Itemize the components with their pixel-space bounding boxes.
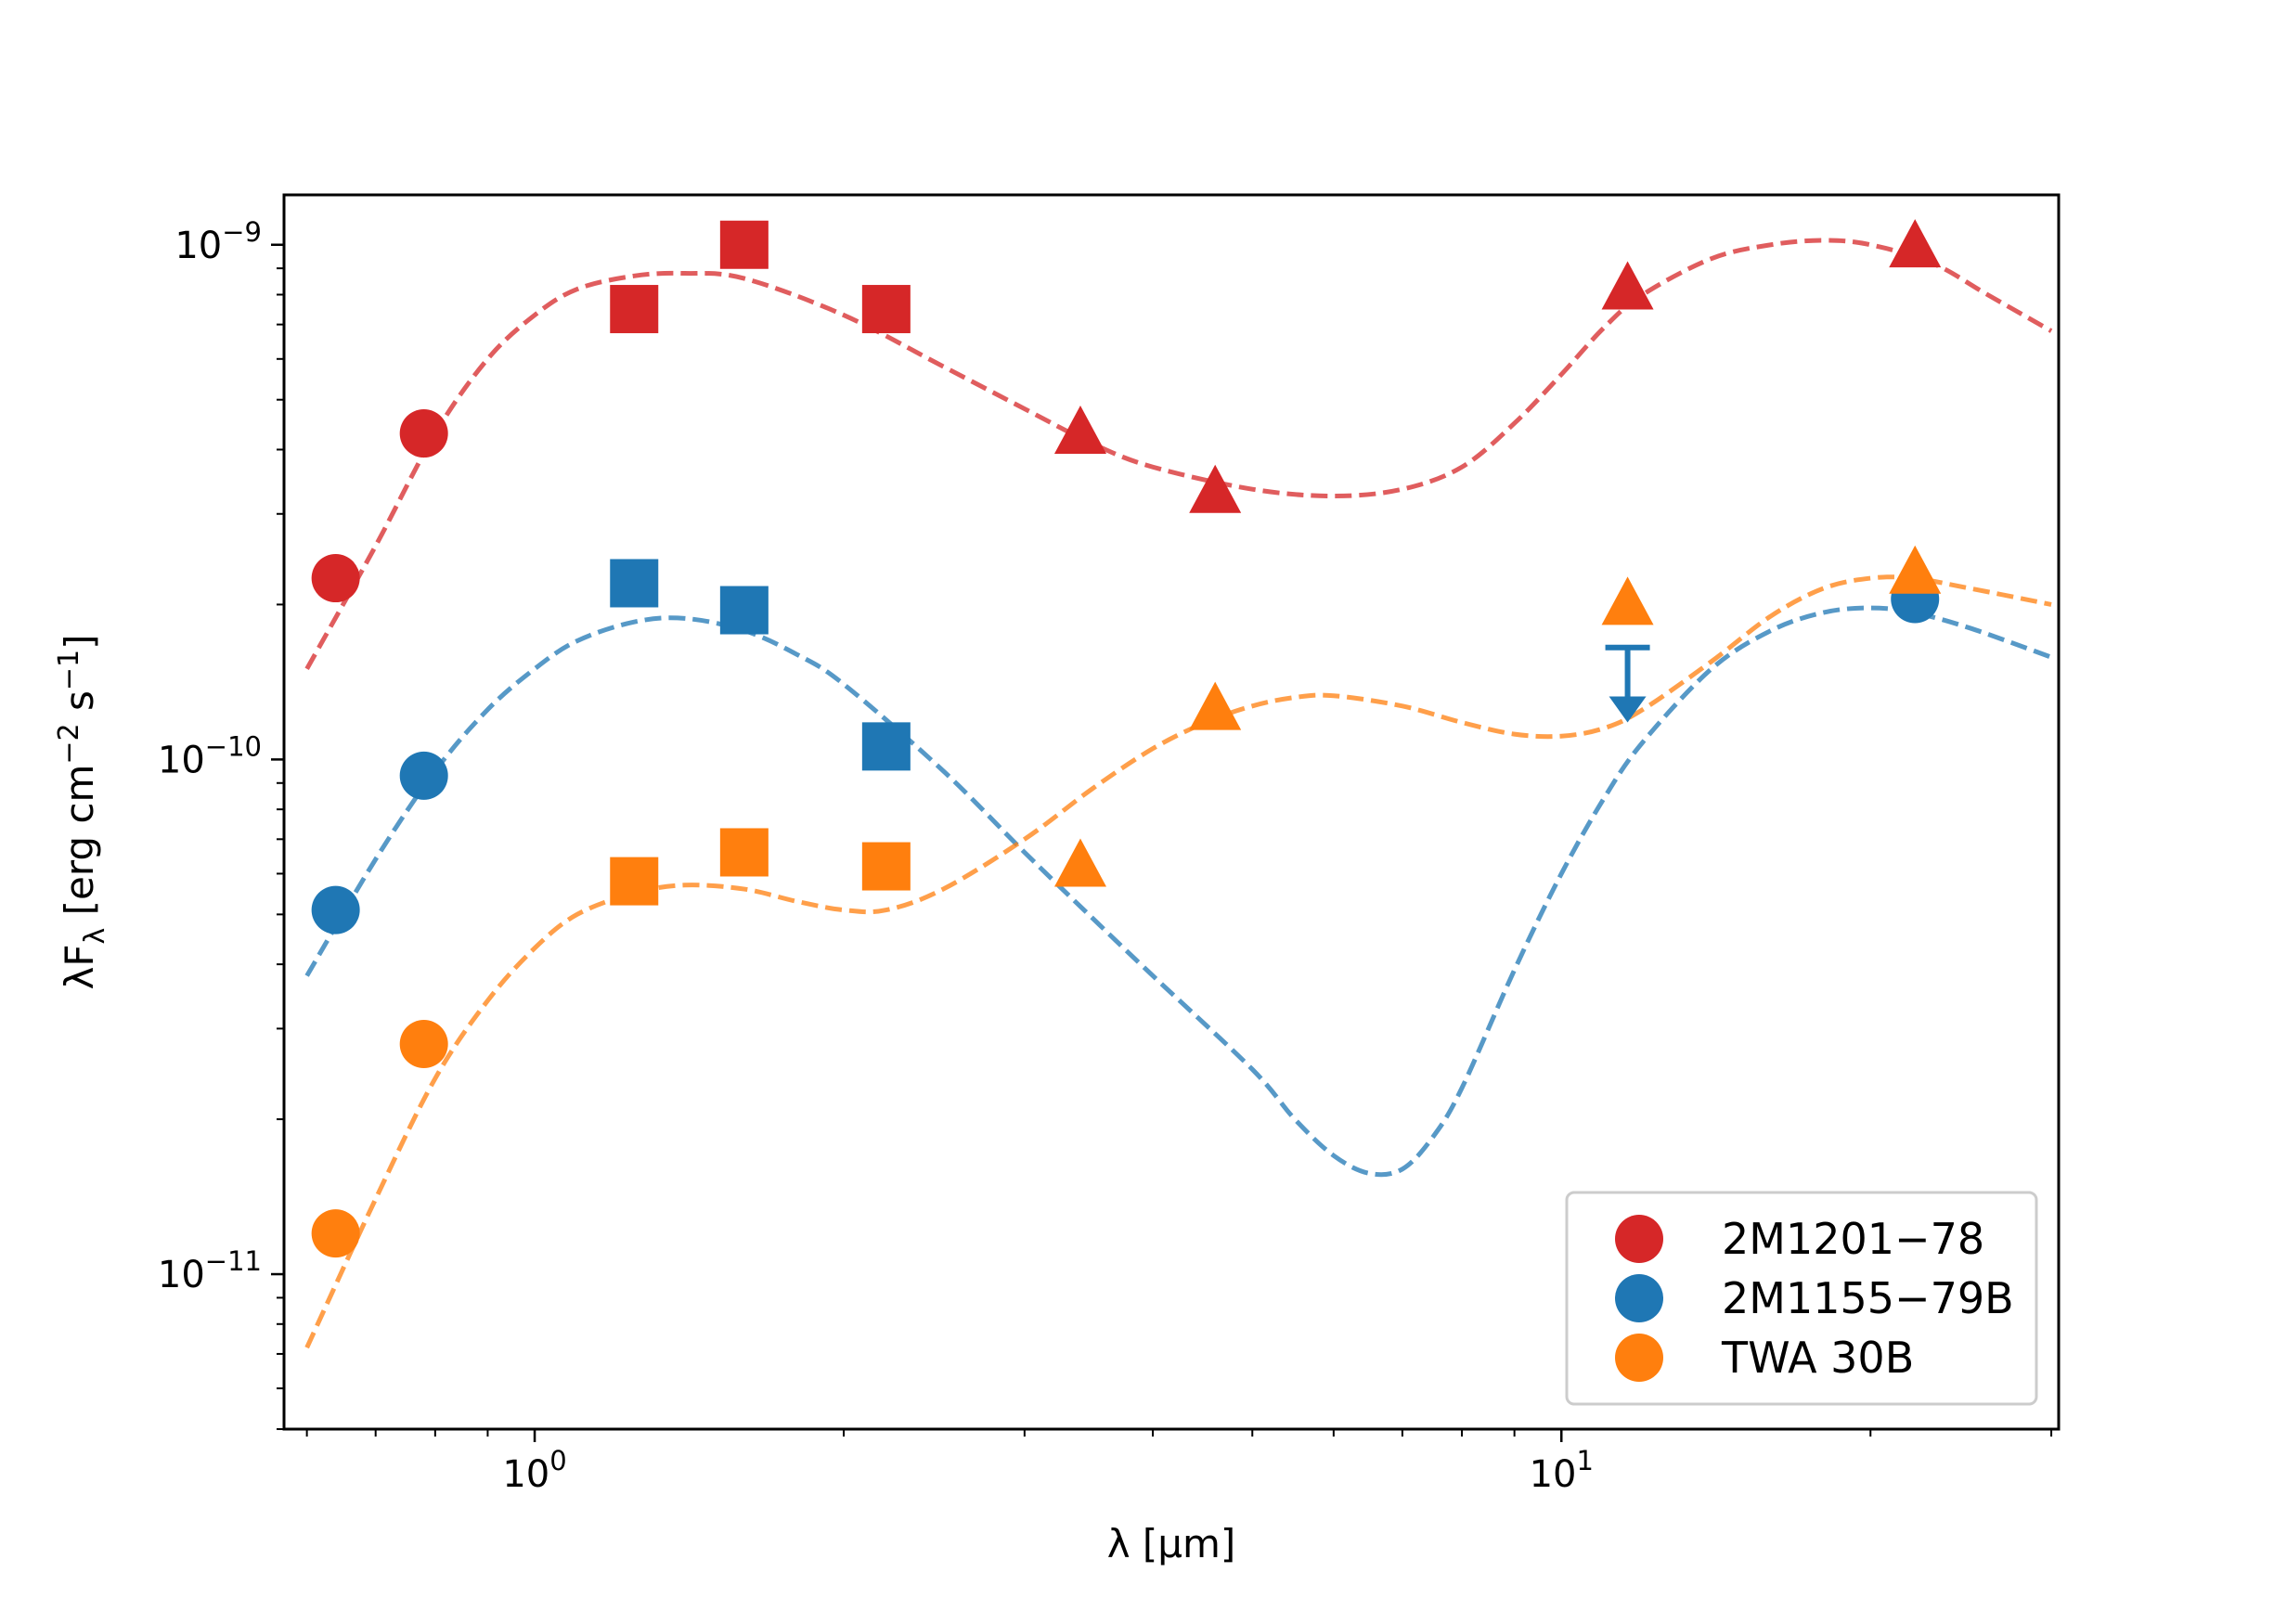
data-point-circle bbox=[311, 554, 360, 603]
data-point-triangle bbox=[1053, 838, 1106, 887]
data-point-triangle bbox=[1189, 464, 1242, 513]
data-point-square bbox=[719, 586, 769, 635]
y-axis-label: λFλ [erg cm−2 s−1] bbox=[53, 635, 111, 990]
y-tick-label: 10−9 bbox=[174, 216, 262, 267]
model-curve bbox=[304, 238, 2053, 670]
y-tick-label: 10−11 bbox=[158, 1245, 262, 1296]
data-markers bbox=[311, 219, 1942, 1258]
data-point-square bbox=[719, 828, 769, 877]
data-point-triangle bbox=[1189, 681, 1242, 730]
legend-box bbox=[1565, 1191, 2038, 1406]
legend-label: 2M1155−79B bbox=[1722, 1273, 2014, 1323]
data-point-circle bbox=[311, 1209, 360, 1258]
data-point-square bbox=[610, 285, 659, 334]
model-curves bbox=[304, 238, 2053, 1349]
legend: 2M1201−78 2M1155−79B TWA 30B bbox=[1565, 1191, 2038, 1406]
legend-marker bbox=[1615, 1334, 1663, 1382]
y-axis-ticks: 10−11 10−10 10−9 bbox=[158, 216, 284, 1430]
data-point-triangle bbox=[1601, 261, 1654, 310]
model-curve bbox=[304, 605, 2052, 1178]
upper-limit-arrow bbox=[1609, 696, 1647, 723]
data-point-circle bbox=[311, 885, 360, 934]
y-tick-label: 10−10 bbox=[158, 730, 262, 781]
x-tick-label: 101 bbox=[1530, 1445, 1594, 1496]
data-point-square bbox=[861, 842, 911, 891]
data-point-circle bbox=[399, 751, 448, 800]
data-point-square bbox=[610, 559, 659, 608]
data-point-square bbox=[610, 857, 659, 906]
data-point-square bbox=[719, 220, 769, 269]
model-curve bbox=[304, 574, 2052, 1349]
data-point-triangle bbox=[1601, 576, 1654, 625]
x-tick-label: 100 bbox=[502, 1445, 566, 1496]
legend-label: TWA 30B bbox=[1721, 1333, 1914, 1383]
legend-marker bbox=[1615, 1215, 1663, 1263]
plot-frame bbox=[282, 193, 2061, 1431]
data-point-triangle bbox=[1053, 406, 1106, 455]
x-axis-label: λ [μm] bbox=[1107, 1521, 1236, 1566]
data-point-circle bbox=[399, 1020, 448, 1069]
data-point-square bbox=[861, 722, 911, 771]
data-point-triangle bbox=[1889, 545, 1942, 594]
data-point-circle bbox=[399, 409, 448, 458]
x-axis-ticks: 100 101 bbox=[305, 1429, 2053, 1496]
data-point-square bbox=[861, 285, 911, 334]
data-point-triangle bbox=[1889, 219, 1942, 268]
legend-label: 2M1201−78 bbox=[1722, 1214, 1984, 1264]
legend-marker bbox=[1615, 1274, 1663, 1322]
